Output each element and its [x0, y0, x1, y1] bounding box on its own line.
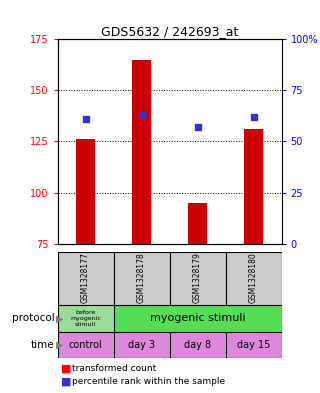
Bar [188, 203, 207, 244]
Text: time: time [31, 340, 54, 350]
Text: percentile rank within the sample: percentile rank within the sample [72, 378, 225, 386]
Text: control: control [69, 340, 102, 350]
Bar [76, 140, 95, 244]
Bar [244, 129, 263, 244]
Text: GSM1328178: GSM1328178 [137, 253, 146, 303]
Text: protocol: protocol [12, 313, 54, 323]
Text: GSM1328179: GSM1328179 [193, 253, 202, 303]
Text: GSM1328177: GSM1328177 [81, 253, 90, 303]
Text: day 3: day 3 [128, 340, 155, 350]
Text: day 8: day 8 [184, 340, 211, 350]
Text: ■: ■ [61, 377, 71, 387]
Text: before
myogenic
stimuli: before myogenic stimuli [70, 310, 101, 327]
Text: ▶: ▶ [56, 313, 63, 323]
Text: ▶: ▶ [56, 340, 63, 350]
Bar [132, 60, 151, 244]
Text: day 15: day 15 [237, 340, 270, 350]
Title: GDS5632 / 242693_at: GDS5632 / 242693_at [101, 25, 238, 38]
Text: myogenic stimuli: myogenic stimuli [150, 313, 245, 323]
Text: GSM1328180: GSM1328180 [249, 253, 258, 303]
Text: transformed count: transformed count [72, 364, 156, 373]
Text: ■: ■ [61, 363, 71, 373]
